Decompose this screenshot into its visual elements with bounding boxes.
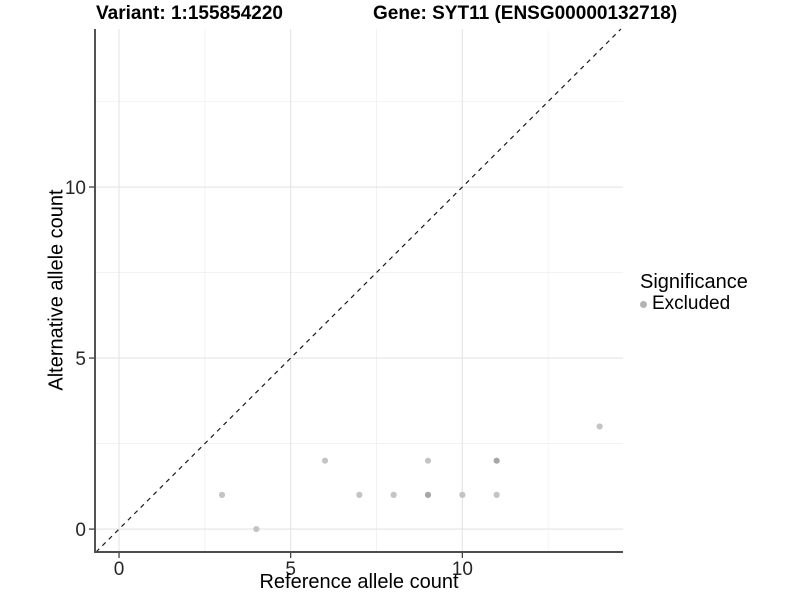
data-point xyxy=(459,491,466,498)
plot-title-variant: Variant: 1:155854220 xyxy=(96,3,283,24)
legend-title: Significance xyxy=(640,271,748,293)
legend-item-excluded: Excluded xyxy=(640,293,748,314)
data-point xyxy=(424,491,432,498)
legend-item-label: Excluded xyxy=(652,293,731,314)
y-axis-title: Alternative allele count xyxy=(45,189,68,391)
data-point xyxy=(493,457,500,464)
data-point xyxy=(356,491,363,498)
data-point xyxy=(596,423,603,430)
x-axis-title: Reference allele count xyxy=(259,571,459,593)
data-point xyxy=(390,491,397,498)
data-point xyxy=(321,457,329,464)
x-tick-label: 10 xyxy=(452,559,473,580)
x-tick-label: 0 xyxy=(114,559,125,580)
identity-line xyxy=(95,28,622,553)
y-tick-label: 5 xyxy=(75,349,86,370)
y-tick-label: 0 xyxy=(75,520,86,541)
point-swatch-icon xyxy=(640,300,647,308)
data-point xyxy=(493,491,500,498)
y-tick-label: 10 xyxy=(65,178,86,199)
plot-title-gene: Gene: SYT11 (ENSG00000132718) xyxy=(373,3,678,24)
data-point xyxy=(218,491,226,498)
data-point xyxy=(253,525,260,533)
data-point xyxy=(424,457,432,464)
legend: Significance Excluded xyxy=(640,272,748,314)
x-tick-label: 5 xyxy=(285,559,296,580)
